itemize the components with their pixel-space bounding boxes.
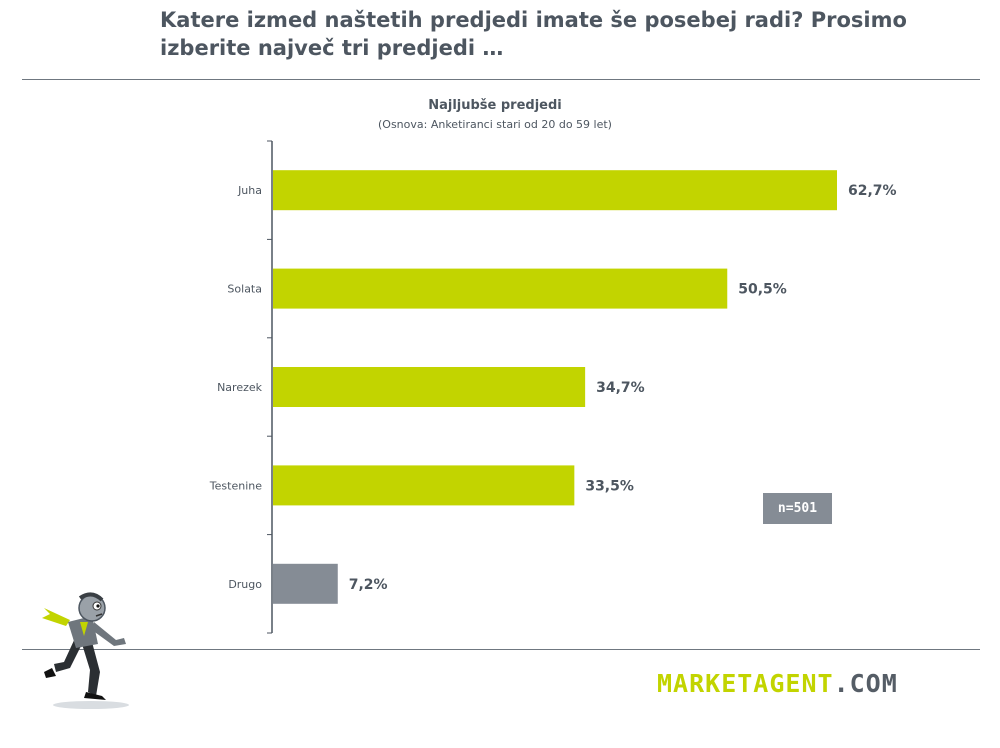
bar [273,268,728,309]
category-label: Narezek [217,381,263,394]
bar [273,465,575,506]
logo-main: MARKETAGENT [657,669,834,698]
chart-subtitle: (Osnova: Anketiranci stari od 20 do 59 l… [378,118,612,131]
bar [273,563,338,604]
value-label: 62,7% [848,183,897,199]
category-label: Juha [237,184,262,197]
value-label: 7,2% [349,577,388,593]
bar [273,367,586,407]
footer-divider [22,649,980,650]
running-businessman-icon [42,592,129,709]
category-label: Drugo [228,578,262,591]
category-label: Testenine [209,479,262,492]
value-label: 50,5% [738,282,787,298]
chart-title: Najljubše predjedi [428,98,562,113]
logo-tld: .COM [833,669,898,698]
marketagent-logo: MARKETAGENT.COM [657,666,898,702]
category-label: Solata [227,283,262,296]
page-title: Katere izmed naštetih predjedi imate še … [160,6,980,62]
value-label: 33,5% [585,478,634,494]
page-title-line-2: izberite največ tri predjedi … [160,36,504,60]
header-divider [22,79,980,80]
page-title-line-1: Katere izmed naštetih predjedi imate še … [160,8,907,32]
sample-size-badge: n=501 [763,493,832,524]
bar [273,170,837,211]
value-label: 34,7% [596,380,645,396]
